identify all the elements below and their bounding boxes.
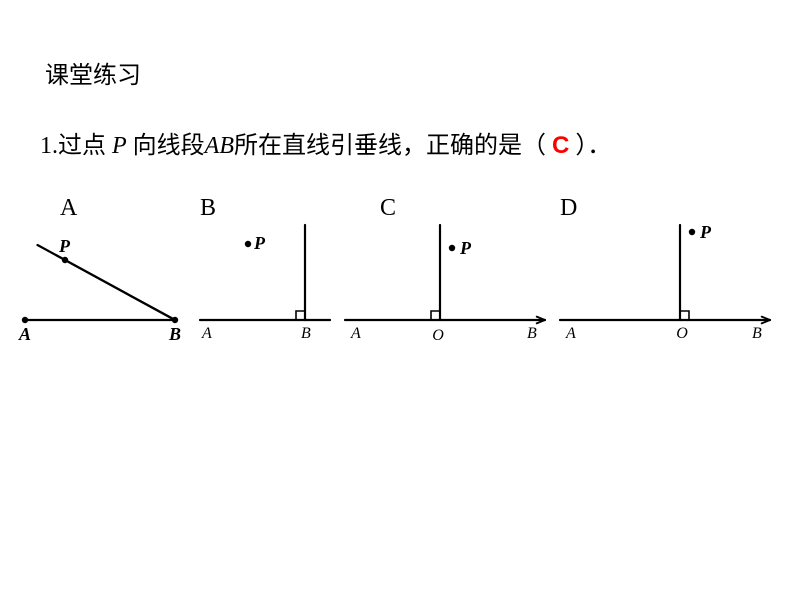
svg-text:A: A xyxy=(565,325,576,342)
diagrams-svg: A B P P A B P A O B P A O B xyxy=(0,0,794,596)
svg-text:B: B xyxy=(752,325,762,342)
svg-text:B: B xyxy=(301,325,311,342)
svg-text:P: P xyxy=(58,236,71,256)
svg-text:P: P xyxy=(459,238,472,258)
svg-text:B: B xyxy=(168,324,181,344)
svg-text:P: P xyxy=(253,233,266,253)
svg-text:O: O xyxy=(432,327,444,344)
svg-text:B: B xyxy=(527,325,537,342)
svg-text:O: O xyxy=(676,325,688,342)
svg-text:A: A xyxy=(350,325,361,342)
svg-text:A: A xyxy=(201,325,212,342)
svg-text:A: A xyxy=(18,324,31,344)
page-root: 课堂练习 1.过点 P 向线段AB所在直线引垂线，正确的是（ C ）． A B … xyxy=(0,0,794,596)
svg-text:P: P xyxy=(699,222,712,242)
